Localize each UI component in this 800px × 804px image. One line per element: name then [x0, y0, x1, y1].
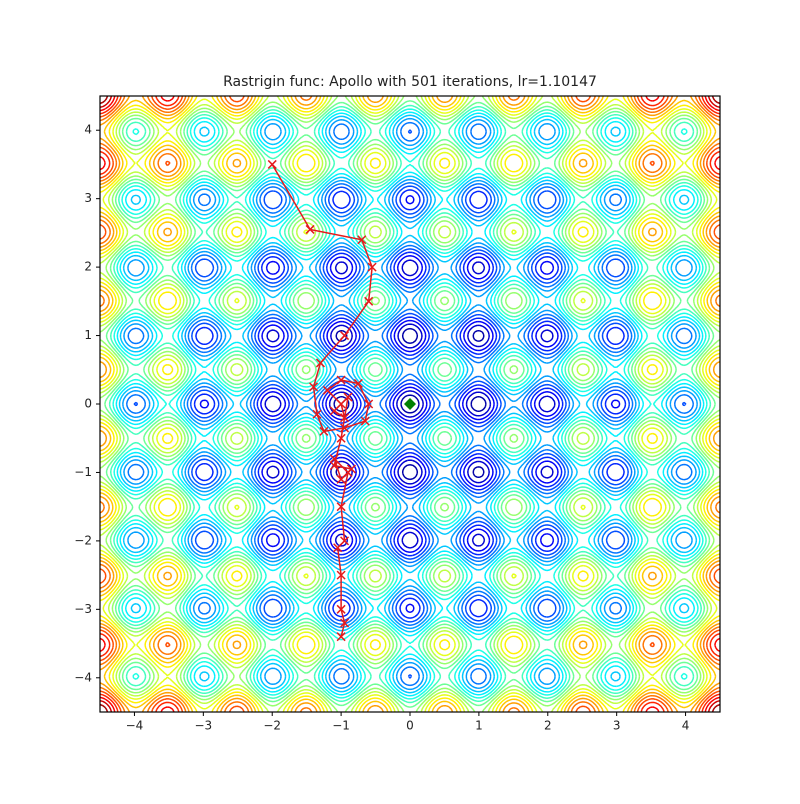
- y-tick-label: 0: [84, 397, 92, 411]
- path-marker: [364, 296, 374, 306]
- contour-line: [100, 96, 720, 712]
- path-marker: [357, 235, 367, 245]
- y-tick-label: 4: [84, 123, 92, 137]
- path-marker: [329, 454, 339, 464]
- path-marker: [340, 618, 350, 628]
- path-marker: [305, 224, 315, 234]
- path-marker: [336, 375, 346, 385]
- contour-line: [100, 96, 720, 712]
- x-tick-label: 2: [544, 719, 552, 733]
- y-tick-label: 1: [84, 328, 92, 342]
- path-marker: [340, 536, 350, 546]
- contour-line: [108, 104, 712, 704]
- path-marker: [336, 399, 346, 409]
- path-marker: [329, 461, 339, 471]
- x-tick-label: 3: [613, 719, 621, 733]
- path-marker: [367, 262, 377, 272]
- path-marker: [336, 632, 346, 642]
- path-marker: [353, 378, 363, 388]
- path-marker: [336, 570, 346, 580]
- path-marker: [343, 467, 353, 477]
- contour-line: [199, 194, 621, 614]
- y-tick-label: 3: [84, 191, 92, 205]
- contour-line: [264, 259, 556, 549]
- contour-line: [133, 129, 687, 679]
- global-minimum: [404, 398, 416, 410]
- chart-title: Rastrigin func: Apollo with 501 iteratio…: [223, 74, 597, 90]
- contour-line: [100, 96, 720, 712]
- path-marker: [360, 416, 370, 426]
- y-tick-label: −2: [74, 533, 92, 547]
- path-marker: [312, 409, 322, 419]
- path-marker: [336, 604, 346, 614]
- path-marker: [309, 382, 319, 392]
- contour-line: [100, 96, 720, 712]
- y-tick-label: 2: [84, 260, 92, 274]
- contour-line: [118, 114, 702, 694]
- x-tick-label: 0: [406, 719, 414, 733]
- path-marker: [343, 392, 353, 402]
- x-tick-label: 1: [475, 719, 483, 733]
- path-marker: [364, 399, 374, 409]
- contour-line: [100, 96, 720, 712]
- contour-line: [100, 96, 720, 712]
- contour-line: [100, 96, 720, 712]
- contour-line: [112, 108, 708, 700]
- path-marker: [319, 426, 329, 436]
- path-marker: [322, 385, 332, 395]
- y-tick-label: −1: [74, 465, 92, 479]
- x-tick-label: −1: [332, 719, 350, 733]
- path-marker: [333, 543, 343, 553]
- path-marker: [336, 433, 346, 443]
- contour-line: [100, 96, 720, 712]
- contour-line: [333, 327, 487, 481]
- contour-line: [100, 96, 720, 712]
- contour-line: [104, 100, 716, 708]
- path-marker: [336, 474, 346, 484]
- contour-line: [100, 96, 720, 712]
- x-tick-label: −2: [263, 719, 281, 733]
- plot-area: [100, 96, 720, 712]
- y-tick-label: −4: [74, 670, 92, 684]
- path-marker: [340, 423, 350, 433]
- contour-line: [100, 96, 720, 712]
- path-marker: [336, 502, 346, 512]
- path-marker: [315, 358, 325, 368]
- contour-line: [193, 189, 627, 619]
- path-marker: [329, 406, 339, 416]
- x-tick-label: −3: [194, 719, 212, 733]
- path-marker: [340, 331, 350, 341]
- x-tick-label: 4: [682, 719, 690, 733]
- x-tick-label: −4: [126, 719, 144, 733]
- y-tick-label: −3: [74, 602, 92, 616]
- contour-line: [100, 96, 720, 712]
- contour-line: [125, 121, 695, 687]
- path-marker: [340, 413, 350, 423]
- path-marker: [267, 159, 277, 169]
